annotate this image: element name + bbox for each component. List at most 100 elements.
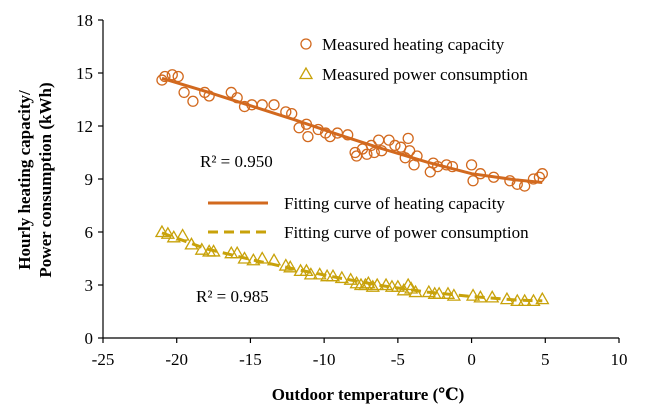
heating-point bbox=[302, 130, 314, 143]
power-point bbox=[312, 267, 327, 280]
legend-power-triangle bbox=[298, 66, 314, 80]
power-point bbox=[266, 252, 282, 266]
power-point bbox=[358, 277, 373, 291]
heating-point bbox=[231, 92, 243, 104]
legend-heating-marker bbox=[300, 38, 312, 50]
power-point bbox=[175, 228, 190, 241]
y-tick-label: 15 bbox=[76, 64, 93, 83]
heating-point bbox=[533, 171, 546, 183]
heating-point bbox=[187, 95, 199, 107]
power-point bbox=[526, 293, 541, 307]
legend-heating-fit-label: Fitting curve of heating capacity bbox=[284, 194, 505, 213]
x-tick-label: 10 bbox=[611, 350, 628, 369]
legend-power-marker bbox=[298, 66, 314, 80]
heating-point bbox=[402, 132, 414, 145]
heating-point bbox=[312, 123, 324, 136]
heating-point bbox=[225, 86, 237, 99]
x-tick-label: -5 bbox=[391, 350, 405, 369]
heating-point bbox=[511, 178, 523, 190]
power-point bbox=[499, 291, 515, 305]
heating-point bbox=[365, 139, 377, 152]
power-point bbox=[401, 277, 416, 291]
legend-power-points-label: Measured power consumption bbox=[322, 65, 528, 84]
power-point bbox=[194, 242, 209, 255]
x-axis-title: Outdoor temperature (℃) bbox=[272, 385, 465, 404]
heating-point bbox=[536, 168, 548, 180]
power-point bbox=[440, 286, 456, 299]
power-point bbox=[446, 288, 462, 301]
heating-point bbox=[389, 139, 401, 152]
heating-point bbox=[474, 168, 487, 180]
power-point bbox=[535, 291, 550, 305]
heating-point bbox=[488, 171, 500, 183]
fitting-curves bbox=[161, 76, 543, 303]
heating-point bbox=[504, 175, 516, 187]
y-tick-label: 0 bbox=[85, 329, 94, 348]
heating-point bbox=[411, 150, 423, 162]
x-tick-label: -15 bbox=[239, 350, 262, 369]
x-tick-label: -20 bbox=[165, 350, 188, 369]
heating-point bbox=[156, 74, 168, 86]
power-point bbox=[465, 288, 481, 301]
heating-point bbox=[178, 86, 190, 99]
power-point bbox=[510, 293, 525, 307]
heating-point bbox=[373, 134, 385, 146]
y-tick-label: 18 bbox=[76, 11, 93, 30]
data-markers bbox=[154, 69, 550, 307]
power-point bbox=[343, 272, 358, 285]
heating-point bbox=[300, 118, 313, 130]
power-fit-curve bbox=[161, 231, 543, 303]
heating-point bbox=[286, 107, 298, 120]
heating-point bbox=[404, 145, 416, 157]
power-point bbox=[390, 279, 405, 292]
power-point bbox=[230, 245, 245, 259]
heating-fit-curve bbox=[161, 76, 543, 184]
power-point bbox=[365, 279, 380, 292]
heating-point bbox=[361, 148, 373, 160]
y-tick-label: 9 bbox=[85, 170, 94, 189]
power-point bbox=[206, 244, 221, 257]
heating-point bbox=[432, 160, 444, 173]
y-axis-title-line-1: Hourly heating capacity/ bbox=[15, 90, 34, 270]
heating-point bbox=[203, 90, 215, 102]
power-point bbox=[370, 277, 385, 291]
power-point bbox=[334, 270, 349, 284]
y-tick-label: 6 bbox=[85, 223, 94, 242]
power-point bbox=[283, 260, 298, 273]
legend: Measured heating capacity Measured power… bbox=[208, 35, 529, 242]
power-point bbox=[166, 229, 181, 243]
tick-marks bbox=[98, 19, 620, 343]
power-point bbox=[160, 226, 175, 239]
r2-power-annotation: R² = 0.985 bbox=[196, 287, 269, 306]
heating-point bbox=[465, 159, 478, 171]
y-tick-label: 3 bbox=[85, 276, 94, 295]
heating-point bbox=[172, 70, 184, 83]
heating-point bbox=[159, 70, 171, 83]
power-point bbox=[378, 277, 394, 291]
heating-point bbox=[440, 159, 453, 171]
heating-point bbox=[280, 106, 292, 118]
heating-point bbox=[293, 122, 305, 134]
heating-point bbox=[446, 160, 459, 173]
power-point bbox=[246, 252, 261, 266]
heating-point bbox=[350, 150, 363, 162]
legend-power-fit-label: Fitting curve of power consumption bbox=[284, 223, 529, 242]
heating-point bbox=[256, 99, 268, 111]
power-point bbox=[408, 284, 423, 298]
heating-point bbox=[527, 173, 540, 185]
heating-point bbox=[518, 180, 531, 192]
r2-heating-annotation: R² = 0.950 bbox=[200, 152, 273, 171]
power-point bbox=[485, 290, 500, 303]
power-point bbox=[517, 293, 532, 307]
power-point bbox=[432, 286, 447, 299]
x-tick-label: -10 bbox=[313, 350, 336, 369]
heating-point bbox=[467, 175, 479, 187]
x-tick-label: 5 bbox=[541, 350, 550, 369]
heating-point bbox=[268, 99, 280, 111]
heating-point bbox=[324, 130, 336, 143]
heating-point bbox=[342, 129, 354, 141]
heating-point bbox=[368, 146, 380, 159]
power-point bbox=[237, 251, 252, 264]
heating-point bbox=[238, 100, 251, 113]
